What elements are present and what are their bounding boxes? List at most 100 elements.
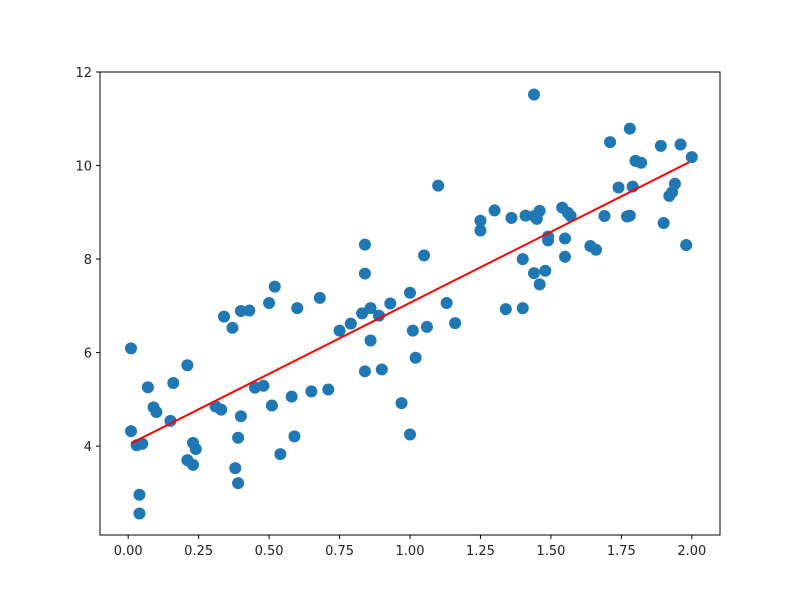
scatter-point [305,385,318,398]
scatter-point [226,321,239,334]
scatter-point [680,239,693,252]
scatter-point [141,381,154,394]
regression-line [130,161,690,445]
scatter-point [612,181,625,194]
scatter-point [373,309,385,322]
scatter-point [189,442,202,455]
scatter-point [590,243,602,256]
scatter-point [559,232,571,245]
y-tick-label: 12 [75,66,92,81]
scatter-point [136,437,149,450]
scatter-point [418,249,431,262]
y-tick-label: 4 [84,440,92,455]
scatter-point [215,403,228,416]
scatter-point [488,204,501,217]
scatter-point [375,363,388,376]
scatter-point [542,230,555,243]
scatter-point [409,351,422,364]
scatter-point [358,267,371,280]
scatter-point [516,253,529,266]
scatter-point [623,209,636,222]
scatter-point [623,122,636,135]
scatter-point [322,383,335,396]
scatter-point [285,390,298,403]
scatter-point [598,210,611,223]
scatter-point [668,177,681,190]
scatter-point [234,304,247,317]
x-tick-label: 1.00 [396,544,425,559]
regression-line-layer [130,161,690,445]
x-tick-label: 2.00 [677,544,706,559]
x-tick-label: 1.50 [536,544,565,559]
plot-frame [99,71,721,536]
scatter-point [404,428,416,441]
scatter-point [232,477,245,490]
scatter-point [539,264,552,277]
scatter-point [232,431,245,444]
y-axis-ticks: 4 6 8 10 12 [75,66,100,455]
scatter-point [432,179,445,192]
scatter-point [564,210,577,223]
scatter-point [657,217,670,230]
scatter-point [291,302,304,315]
x-tick-label: 0.25 [184,544,213,559]
scatter-point [274,448,287,461]
x-tick-label: 0.00 [114,544,143,559]
scatter-point [533,204,546,217]
x-tick-label: 0.50 [255,544,284,559]
scatter-point [229,462,242,475]
scatter-point [384,297,397,310]
scatter-point [516,302,529,315]
scatter-point [474,224,487,237]
scatter-point [150,406,163,419]
scatter-point [533,278,546,291]
scatter-point [474,214,487,227]
scatter-point [313,291,326,304]
scatter-point [288,430,301,443]
scatter-point [528,267,540,280]
scatter-point [263,297,276,310]
scatter-point [635,156,648,169]
scatter-point [257,379,270,392]
y-tick-label: 6 [84,347,92,362]
scatter-point [420,320,433,333]
scatter-point [268,280,281,293]
x-tick-label: 1.25 [466,544,495,559]
y-tick-label: 10 [75,160,92,175]
scatter-point [344,317,357,330]
scatter-points [125,88,698,520]
scatter-point [333,324,346,337]
scatter-point [685,151,698,164]
scatter-point [133,488,146,501]
scatter-point [449,317,462,330]
scatter-point [505,211,518,224]
scatter-point [519,209,532,222]
x-axis-ticks: 0.00 0.25 0.50 0.75 1.00 1.25 1.50 1.75 2.00 [114,535,706,559]
x-tick-label: 0.75 [325,544,354,559]
scatter-point [218,310,230,323]
scatter-point [395,397,408,410]
scatter-point [528,88,540,101]
scatter-point [499,303,512,316]
scatter-point [125,425,137,438]
scatter-point [234,410,247,423]
scatter-point [406,324,419,337]
scatter-point [133,507,146,520]
scatter-point [654,139,667,152]
scatter-point [364,334,377,347]
y-tick-label: 8 [84,253,92,268]
x-tick-label: 1.75 [607,544,636,559]
scatter-point [440,297,453,310]
scatter-point [125,342,137,355]
scatter-point [559,250,571,263]
scatter-point [358,238,371,251]
scatter-point [674,138,687,151]
scatter-point [181,359,194,372]
scatter-point [364,302,377,315]
scatter-point [404,286,416,299]
scatter-point [243,304,256,317]
scatter-point [358,365,371,378]
scatter-point [265,399,278,412]
scatter-point [187,458,199,471]
